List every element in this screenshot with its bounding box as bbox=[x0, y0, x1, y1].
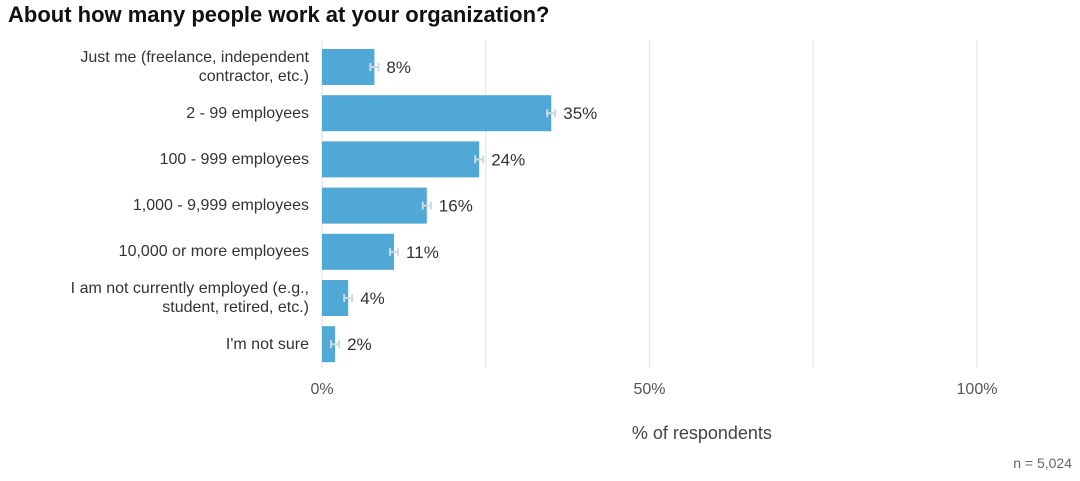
bar-0 bbox=[322, 49, 375, 85]
value-label-6: 2% bbox=[347, 335, 372, 354]
category-label-line: Just me (freelance, independent bbox=[80, 49, 309, 66]
sample-size-label: n = 5,024 bbox=[1013, 455, 1072, 471]
category-label-line: 1,000 - 9,999 employees bbox=[132, 197, 309, 215]
x-tick-label-50: 50% bbox=[633, 381, 665, 398]
category-label-2: 100 - 999 employees bbox=[9, 150, 309, 169]
category-label-line: I am not currently employed (e.g., bbox=[70, 280, 309, 297]
category-label-line: 100 - 999 employees bbox=[159, 150, 309, 168]
bar-2 bbox=[322, 141, 480, 178]
category-label-line: 10,000 or more employees bbox=[118, 243, 309, 261]
x-axis-title: % of respondents bbox=[632, 423, 772, 443]
category-label-6: I'm not sure bbox=[9, 335, 309, 354]
value-label-2: 24% bbox=[491, 150, 525, 169]
category-label-line: contractor, etc.) bbox=[198, 68, 309, 85]
bar-3 bbox=[322, 187, 427, 224]
value-label-3: 16% bbox=[439, 197, 473, 216]
chart-title: About how many people work at your organ… bbox=[8, 2, 550, 27]
category-label-3: 1,000 - 9,999 employees bbox=[9, 196, 309, 215]
value-label-0: 8% bbox=[386, 58, 411, 77]
category-label-0: Just me (freelance, independent contracto… bbox=[9, 48, 309, 86]
category-label-line: I'm not sure bbox=[225, 335, 309, 353]
value-label-4: 11% bbox=[406, 243, 439, 262]
bar-6 bbox=[322, 326, 336, 363]
category-label-line: 2 - 99 employees bbox=[186, 104, 309, 122]
x-tick-label-100: 100% bbox=[957, 381, 998, 398]
value-label-5: 4% bbox=[360, 289, 385, 308]
category-label-1: 2 - 99 employees bbox=[9, 104, 309, 123]
bar-1 bbox=[322, 95, 552, 132]
category-label-line: student, retired, etc.) bbox=[162, 299, 309, 316]
category-label-4: 10,000 or more employees bbox=[9, 242, 309, 261]
bar-4 bbox=[322, 233, 395, 270]
x-tick-label-0: 0% bbox=[310, 381, 333, 398]
category-label-5: I am not currently employed (e.g., studen… bbox=[9, 279, 309, 317]
value-label-1: 35% bbox=[563, 104, 597, 123]
